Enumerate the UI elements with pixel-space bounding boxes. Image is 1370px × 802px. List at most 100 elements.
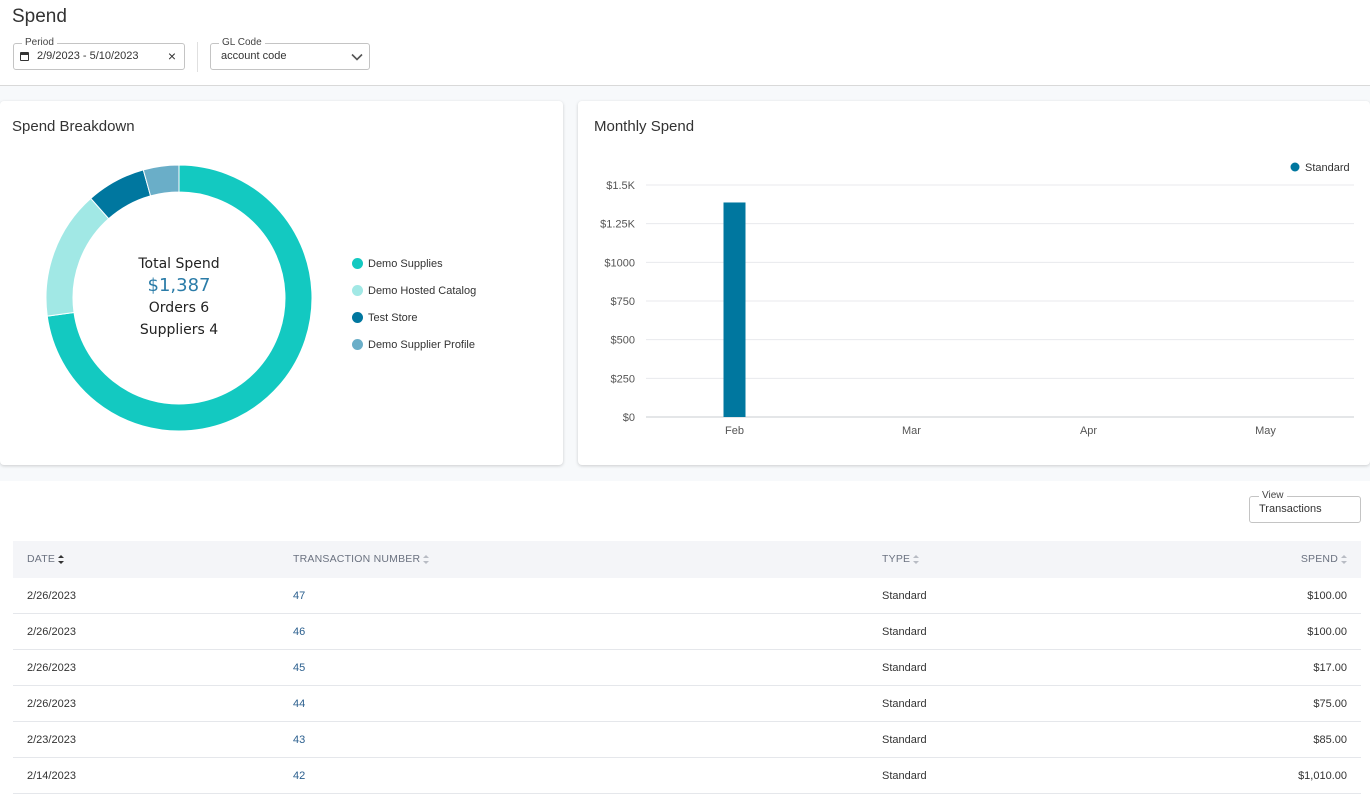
legend-item[interactable]: Demo Supplier Profile: [352, 337, 476, 364]
date-header-label: DATE: [27, 553, 56, 565]
table-row[interactable]: 2/26/2023 45 Standard $17.00: [13, 650, 1361, 686]
legend-label: Demo Hosted Catalog: [368, 285, 477, 297]
type-cell: Standard: [882, 662, 927, 674]
x-tick-label: Feb: [725, 425, 744, 437]
spend-header-label: SPEND: [1300, 553, 1338, 565]
transaction-number-link[interactable]: 47: [293, 590, 306, 602]
table-body: 2/26/2023 47 Standard $100.00 2/26/2023 46 Sta…: [13, 578, 1361, 794]
sort-icon: [913, 554, 920, 564]
type-cell: Standard: [882, 698, 927, 710]
y-tick-label: $0: [623, 412, 635, 424]
y-tick-label: $1000: [604, 257, 635, 269]
gl-code-select[interactable]: GL Code account code: [210, 36, 370, 70]
transaction-number-link[interactable]: 45: [293, 662, 306, 674]
bar-feb[interactable]: [723, 202, 746, 417]
y-tick-label: $250: [611, 373, 635, 385]
monthly-spend-card: Monthly Spend $0 $250 $500 $750 $1000 $1.25K $…: [578, 101, 1370, 465]
spend-cell: $17.00: [1313, 662, 1347, 674]
breakdown-legend: Demo Supplies Demo Hosted Catalog Test Sto…: [352, 256, 476, 364]
date-cell: 2/26/2023: [27, 662, 76, 674]
total-spend-label: Total Spend: [138, 256, 220, 272]
y-tick-label: $500: [611, 335, 635, 347]
date-cell: 2/14/2023: [27, 770, 76, 782]
gl-code-label: GL Code: [219, 36, 265, 50]
orders-count: Orders 6: [148, 300, 210, 316]
y-tick-label: $750: [611, 296, 635, 308]
legend-item[interactable]: Test Store: [352, 310, 476, 337]
donut-center: Total Spend $1,387 Orders 6 Suppliers 4: [79, 253, 279, 341]
table-header: DATE TRANSACTION NUMBER TYPE SPEND: [13, 541, 1361, 578]
transaction-number-header-label: TRANSACTION NUMBER: [293, 553, 421, 565]
type-column-header[interactable]: TYPE: [882, 553, 920, 565]
transaction-number-link[interactable]: 46: [293, 626, 306, 638]
date-column-header[interactable]: DATE: [27, 553, 65, 565]
sort-icon: [1341, 554, 1347, 564]
view-value: Transactions: [1259, 503, 1322, 515]
x-tick-label: Apr: [1080, 425, 1097, 437]
legend-item[interactable]: Demo Hosted Catalog: [352, 283, 476, 310]
x-tick-label: Mar: [902, 425, 921, 437]
view-label: View: [1259, 489, 1287, 503]
sort-icon: [423, 554, 430, 564]
donut-chart: [45, 164, 313, 432]
table-row[interactable]: 2/26/2023 46 Standard $100.00: [13, 614, 1361, 650]
type-header-label: TYPE: [882, 553, 911, 565]
table-row[interactable]: 2/23/2023 43 Standard $85.00: [13, 722, 1361, 758]
date-cell: 2/23/2023: [27, 734, 76, 746]
transaction-number-link[interactable]: 44: [293, 698, 306, 710]
chevron-down-icon: [351, 53, 363, 61]
calendar-icon: [20, 52, 29, 61]
y-tick-label: $1.5K: [606, 180, 635, 192]
donut-slice-demo-supplies[interactable]: [46, 164, 313, 432]
legend-label: Test Store: [368, 312, 418, 324]
view-select[interactable]: View Transactions: [1249, 489, 1361, 523]
transactions-table: DATE TRANSACTION NUMBER TYPE SPEND 2/26/…: [13, 541, 1361, 794]
clear-icon[interactable]: ×: [167, 48, 176, 64]
spend-cell: $100.00: [1307, 590, 1347, 602]
spend-column-header[interactable]: SPEND: [1301, 553, 1347, 565]
monthly-spend-title: Monthly Spend: [594, 118, 695, 135]
table-row[interactable]: 2/26/2023 47 Standard $100.00: [13, 578, 1361, 614]
transaction-number-link[interactable]: 43: [293, 734, 306, 746]
sort-icon: [58, 554, 65, 564]
type-cell: Standard: [882, 734, 927, 746]
page-title: Spend: [12, 6, 67, 27]
page-header: Spend Period 2/9/2023 - 5/10/2023 × GL C…: [0, 0, 1370, 86]
spend-cell: $1,010.00: [1298, 770, 1347, 782]
divider: [197, 42, 198, 72]
legend-label[interactable]: Standard: [1305, 162, 1350, 174]
table-row[interactable]: 2/26/2023 44 Standard $75.00: [13, 686, 1361, 722]
legend-label: Demo Supplies: [368, 258, 443, 270]
legend-item[interactable]: Demo Supplies: [352, 256, 476, 283]
date-cell: 2/26/2023: [27, 626, 76, 638]
suppliers-count: Suppliers 4: [139, 322, 219, 338]
period-value: 2/9/2023 - 5/10/2023: [37, 50, 139, 62]
legend-swatch: [352, 312, 363, 323]
gl-code-value: account code: [221, 50, 287, 62]
date-cell: 2/26/2023: [27, 698, 76, 710]
y-tick-label: $1.25K: [600, 219, 636, 231]
legend-label: Demo Supplier Profile: [368, 339, 475, 351]
type-cell: Standard: [882, 590, 927, 602]
spend-breakdown-card: Spend Breakdown Total Spend $1,387 Order…: [0, 101, 563, 465]
spend-breakdown-title: Spend Breakdown: [12, 118, 135, 135]
transaction-number-column-header[interactable]: TRANSACTION NUMBER: [293, 553, 430, 565]
legend-swatch: [352, 285, 363, 296]
table-row[interactable]: 2/14/2023 42 Standard $1,010.00: [13, 758, 1361, 794]
spend-cell: $100.00: [1307, 626, 1347, 638]
spend-cell: $75.00: [1313, 698, 1347, 710]
legend-swatch: [352, 339, 363, 350]
period-field[interactable]: Period 2/9/2023 - 5/10/2023 ×: [13, 36, 185, 70]
x-tick-label: May: [1255, 425, 1276, 437]
transaction-number-link[interactable]: 42: [293, 770, 306, 782]
monthly-bar-chart: $0 $250 $500 $750 $1000 $1.25K $1.5K Feb Mar Apr M…: [600, 162, 1354, 437]
spend-cell: $85.00: [1313, 734, 1347, 746]
legend-swatch: [1290, 162, 1300, 172]
period-label: Period: [22, 36, 57, 50]
total-spend-value: $1,387: [147, 275, 211, 296]
legend-swatch: [352, 258, 363, 269]
date-cell: 2/26/2023: [27, 590, 76, 602]
type-cell: Standard: [882, 770, 927, 782]
donut-slice-demo-supplier-profile[interactable]: [142, 164, 180, 197]
type-cell: Standard: [882, 626, 927, 638]
